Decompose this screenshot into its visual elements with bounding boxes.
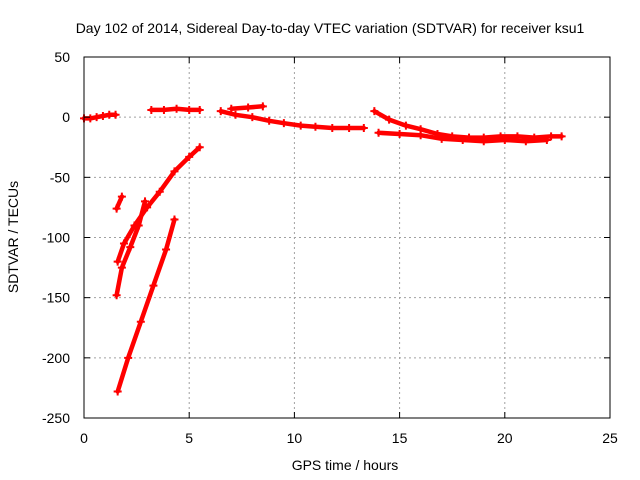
data-point [170, 167, 179, 176]
data-point [265, 116, 274, 125]
grid [84, 57, 610, 418]
data-point [395, 130, 404, 139]
data-point [385, 115, 394, 124]
data-point [162, 245, 171, 254]
data-point [195, 105, 204, 114]
data-point [149, 281, 158, 290]
data-point [547, 132, 556, 141]
data-point [185, 105, 194, 114]
traces [80, 102, 566, 396]
data-point [216, 107, 225, 116]
data-point [155, 187, 164, 196]
data-point [112, 291, 121, 300]
data-point [479, 137, 488, 146]
data-point [134, 221, 143, 230]
data-point [296, 121, 305, 130]
data-point [126, 243, 135, 252]
y-tick-label: -200 [42, 350, 70, 366]
data-point [345, 123, 354, 132]
data-point [195, 143, 204, 152]
data-point [159, 105, 168, 114]
data-point [112, 204, 121, 213]
x-tick-label: 5 [185, 430, 193, 446]
series-dip-day [218, 108, 367, 131]
y-tick-label: -150 [42, 290, 70, 306]
data-point [117, 263, 126, 272]
y-tick-label: 50 [54, 49, 70, 65]
data-point [124, 353, 133, 362]
data-point [117, 192, 126, 201]
data-point [172, 104, 181, 113]
data-point [557, 132, 566, 141]
y-tick-label: -100 [42, 230, 70, 246]
data-point [328, 123, 337, 132]
data-point [231, 110, 240, 119]
data-point [113, 387, 122, 396]
data-point [185, 152, 194, 161]
data-point [437, 134, 446, 143]
data-point [500, 136, 509, 145]
x-ticks: 0 5 10 15 20 25 [80, 57, 618, 446]
series-rising-arc [115, 145, 202, 264]
data-point [147, 105, 156, 114]
data-point [92, 113, 101, 122]
x-tick-label: 20 [497, 430, 513, 446]
data-point [136, 317, 145, 326]
x-tick-label: 10 [287, 430, 303, 446]
y-axis-label: SDTVAR / TECUs [5, 181, 21, 293]
data-point [311, 122, 320, 131]
chart-title: Day 102 of 2014, Sidereal Day-to-day VTE… [76, 20, 585, 36]
data-point [279, 119, 288, 128]
data-point [458, 136, 467, 145]
data-point [170, 215, 179, 224]
data-point [141, 197, 150, 206]
series-long-rise [115, 217, 177, 394]
y-tick-label: 0 [62, 109, 70, 125]
data-point [113, 257, 122, 266]
y-tick-label: -50 [50, 169, 70, 185]
x-tick-label: 25 [602, 430, 618, 446]
y-tick-label: -250 [42, 410, 70, 426]
data-point [119, 239, 128, 248]
y-ticks: -250 -200 -150 -100 -50 0 50 [42, 49, 610, 426]
data-point [244, 103, 253, 112]
data-point [86, 114, 95, 123]
data-point [227, 104, 236, 113]
data-point [248, 113, 257, 122]
data-point [374, 128, 383, 137]
x-tick-label: 15 [392, 430, 408, 446]
data-point [521, 137, 530, 146]
data-point [111, 110, 120, 119]
x-axis-label: GPS time / hours [292, 457, 399, 473]
data-point [370, 107, 379, 116]
x-tick-label: 0 [80, 430, 88, 446]
data-point [542, 136, 551, 145]
data-point [416, 131, 425, 140]
data-point [258, 102, 267, 111]
data-point [359, 123, 368, 132]
data-point [98, 111, 107, 120]
data-point [401, 121, 410, 130]
